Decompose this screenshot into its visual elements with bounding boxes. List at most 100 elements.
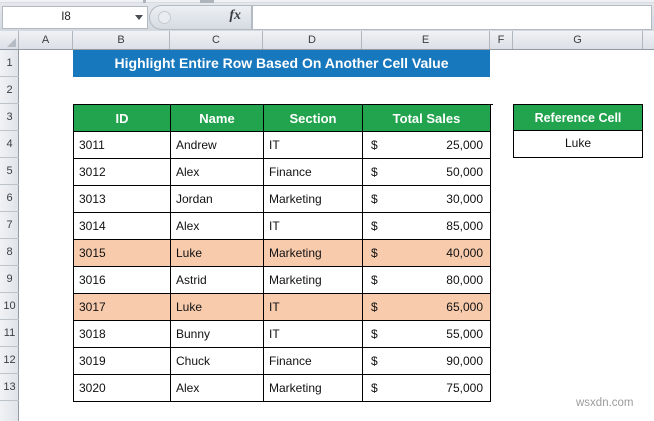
- table-header-section[interactable]: Section: [264, 105, 363, 132]
- column-header-f[interactable]: F: [490, 31, 513, 49]
- column-header-d[interactable]: D: [263, 31, 362, 49]
- sales-amount: 40,000: [446, 246, 483, 260]
- cell-total-sales[interactable]: $ 85,000: [363, 213, 491, 240]
- cell-total-sales[interactable]: $ 25,000: [363, 132, 491, 159]
- cell-id[interactable]: 3014: [74, 213, 171, 240]
- row-header-1[interactable]: 1: [0, 50, 19, 77]
- currency-symbol: $: [371, 246, 378, 260]
- cell-total-sales[interactable]: $ 90,000: [363, 348, 491, 375]
- currency-symbol: $: [371, 300, 378, 314]
- formula-input[interactable]: [252, 5, 652, 30]
- cell-id[interactable]: 3020: [74, 375, 171, 402]
- sales-amount: 80,000: [446, 273, 483, 287]
- cell-id[interactable]: 3017: [74, 294, 171, 321]
- cell-name[interactable]: Jordan: [171, 186, 264, 213]
- cell-name[interactable]: Astrid: [171, 267, 264, 294]
- currency-symbol: $: [371, 138, 378, 152]
- cell-total-sales[interactable]: $ 40,000: [363, 240, 491, 267]
- table-header-id[interactable]: ID: [74, 105, 171, 132]
- cell-total-sales[interactable]: $ 75,000: [363, 375, 491, 402]
- sales-amount: 90,000: [446, 354, 483, 368]
- row-header-12[interactable]: 12: [0, 347, 19, 374]
- cell-name[interactable]: Alex: [171, 159, 264, 186]
- column-header-b[interactable]: B: [73, 31, 170, 49]
- row-header-4[interactable]: 4: [0, 131, 19, 158]
- cell-name[interactable]: Alex: [171, 213, 264, 240]
- row-header-6[interactable]: 6: [0, 185, 19, 212]
- column-header-g[interactable]: G: [513, 31, 643, 49]
- row-header-2[interactable]: 2: [0, 77, 19, 104]
- sales-amount: 75,000: [446, 381, 483, 395]
- cell-id[interactable]: 3013: [74, 186, 171, 213]
- cell-section[interactable]: Marketing: [264, 375, 363, 402]
- cell-section[interactable]: IT: [264, 132, 363, 159]
- currency-symbol: $: [371, 165, 378, 179]
- data-table: ID Name Section Total Sales 3011 Andrew …: [73, 104, 493, 402]
- cell-section[interactable]: Marketing: [264, 267, 363, 294]
- cell-section[interactable]: Marketing: [264, 240, 363, 267]
- reference-cell-box: Reference Cell Luke: [513, 104, 643, 158]
- cell-total-sales[interactable]: $ 80,000: [363, 267, 491, 294]
- cell-section[interactable]: Finance: [264, 348, 363, 375]
- cell-total-sales[interactable]: $ 50,000: [363, 159, 491, 186]
- reference-cell-header[interactable]: Reference Cell: [513, 104, 643, 131]
- cell-section[interactable]: Marketing: [264, 186, 363, 213]
- sales-amount: 30,000: [446, 192, 483, 206]
- currency-symbol: $: [371, 327, 378, 341]
- cell-section[interactable]: IT: [264, 294, 363, 321]
- name-box-value[interactable]: I8: [61, 11, 71, 23]
- cell-id[interactable]: 3019: [74, 348, 171, 375]
- formula-dot-icon: [158, 11, 171, 24]
- table-header-name[interactable]: Name: [171, 105, 264, 132]
- cell-total-sales[interactable]: $ 30,000: [363, 186, 491, 213]
- cell-name[interactable]: Luke: [171, 294, 264, 321]
- cell-name[interactable]: Luke: [171, 240, 264, 267]
- cell-name[interactable]: Chuck: [171, 348, 264, 375]
- row-header-11[interactable]: 11: [0, 320, 19, 347]
- name-box[interactable]: I8: [2, 6, 148, 29]
- sales-amount: 25,000: [446, 138, 483, 152]
- select-all-corner[interactable]: [0, 31, 19, 49]
- row-header-5[interactable]: 5: [0, 158, 19, 185]
- cell-name[interactable]: Bunny: [171, 321, 264, 348]
- row-header-13[interactable]: 13: [0, 374, 19, 401]
- sales-amount: 55,000: [446, 327, 483, 341]
- cell-id[interactable]: 3011: [74, 132, 171, 159]
- cell-id[interactable]: 3012: [74, 159, 171, 186]
- column-header-c[interactable]: C: [170, 31, 263, 49]
- ribbon-bottom-edge: [0, 0, 654, 3]
- currency-symbol: $: [371, 381, 378, 395]
- worksheet-area[interactable]: 1 2 3 4 5 6 7 8 9 10 11 12 13 Highlight …: [0, 50, 654, 421]
- table-header-total-sales[interactable]: Total Sales: [363, 105, 491, 132]
- row-header-8[interactable]: 8: [0, 239, 19, 266]
- reference-cell-value[interactable]: Luke: [513, 131, 643, 158]
- row-header-10[interactable]: 10: [0, 293, 19, 320]
- row-header-3[interactable]: 3: [0, 104, 19, 131]
- cell-section[interactable]: Finance: [264, 159, 363, 186]
- cell-section[interactable]: IT: [264, 321, 363, 348]
- formula-bar-buttons: fx: [149, 5, 252, 30]
- cell-total-sales[interactable]: $ 55,000: [363, 321, 491, 348]
- cell-id[interactable]: 3015: [74, 240, 171, 267]
- title-banner-cell[interactable]: Highlight Entire Row Based On Another Ce…: [73, 50, 490, 77]
- cell-total-sales[interactable]: $ 65,000: [363, 294, 491, 321]
- cell-section[interactable]: IT: [264, 213, 363, 240]
- select-all-triangle-icon: [7, 38, 16, 47]
- column-header-e[interactable]: E: [362, 31, 490, 49]
- sales-amount: 50,000: [446, 165, 483, 179]
- insert-function-icon[interactable]: fx: [229, 8, 241, 23]
- column-header-a[interactable]: A: [19, 31, 73, 49]
- currency-symbol: $: [371, 354, 378, 368]
- ribbon-divider: [200, 0, 214, 3]
- row-header-9[interactable]: 9: [0, 266, 19, 293]
- cell-id[interactable]: 3016: [74, 267, 171, 294]
- cell-id[interactable]: 3018: [74, 321, 171, 348]
- row-header-7[interactable]: 7: [0, 212, 19, 239]
- currency-symbol: $: [371, 273, 378, 287]
- cell-name[interactable]: Alex: [171, 375, 264, 402]
- ribbon-divider: [143, 0, 146, 3]
- column-header-row: A B C D E F G: [0, 31, 654, 50]
- cell-name[interactable]: Andrew: [171, 132, 264, 159]
- name-box-dropdown-icon[interactable]: [135, 15, 143, 20]
